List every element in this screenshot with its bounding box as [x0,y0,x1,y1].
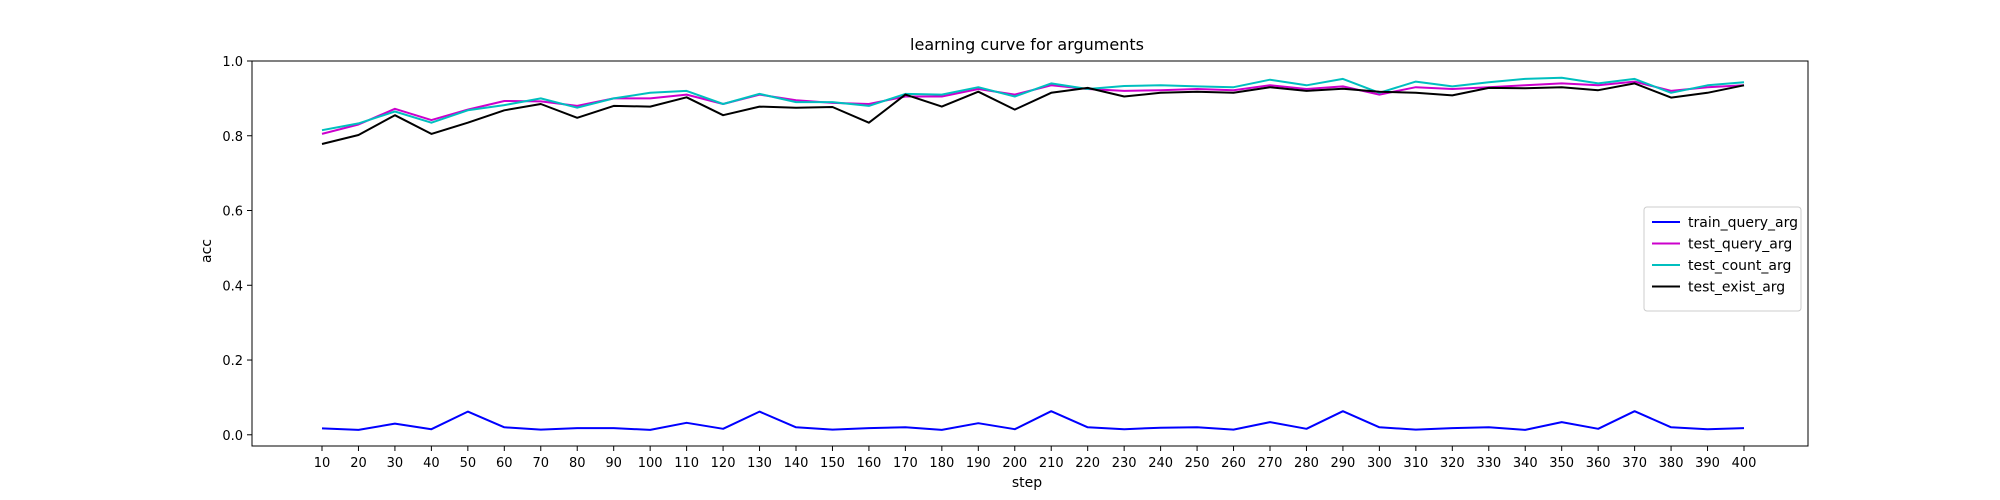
x-tick-label: 330 [1476,456,1501,471]
x-tick-label: 170 [893,456,918,471]
x-tick-label: 370 [1622,456,1647,471]
x-tick-label: 190 [966,456,991,471]
x-tick-label: 120 [711,456,736,471]
y-tick-label: 0.8 [222,130,243,145]
series-lines [321,76,1745,431]
y-axis-label: acc [199,239,215,263]
legend-label-test_exist_arg: test_exist_arg [1688,280,1785,296]
y-tick-label: 0.4 [222,279,243,294]
x-tick-label: 380 [1659,456,1684,471]
chart-title: learning curve for arguments [910,35,1144,54]
x-tick-label: 20 [350,456,367,471]
y-tick-label: 0.0 [222,429,243,444]
x-tick-label: 290 [1331,456,1356,471]
x-tick-label: 210 [1039,456,1064,471]
x-tick-label: 180 [929,456,954,471]
legend-label-train_query_arg: train_query_arg [1688,215,1798,231]
x-axis-label: step [1012,475,1042,491]
legend-box [1643,206,1802,312]
x-tick-label: 130 [747,456,772,471]
series-line-test_exist_arg [321,82,1745,145]
x-tick-label: 110 [674,456,699,471]
x-tick-label: 40 [423,456,440,471]
x-tick-label: 240 [1148,456,1173,471]
x-tick-label: 320 [1440,456,1465,471]
legend-label-test_count_arg: test_count_arg [1688,258,1791,274]
x-tick-label: 400 [1732,456,1757,471]
x-tick-label: 260 [1221,456,1246,471]
x-tick-label: 30 [387,456,404,471]
x-tick-label: 140 [784,456,809,471]
x-tick-label: 200 [1002,456,1027,471]
x-tick-label: 310 [1403,456,1428,471]
y-axis: 0.0 0.2 0.4 0.6 0.8 1.0 [222,55,252,444]
x-tick-label: 50 [460,456,477,471]
legend-label-test_query_arg: test_query_arg [1688,237,1792,253]
x-tick-label: 360 [1586,456,1611,471]
x-tick-label: 390 [1695,456,1720,471]
legend: train_query_arg test_query_arg test_count_… [1643,206,1802,312]
x-tick-label: 160 [857,456,882,471]
x-tick-label: 280 [1294,456,1319,471]
series-line-train_query_arg [321,410,1745,431]
x-tick-label: 70 [532,456,549,471]
x-tick-label: 250 [1185,456,1210,471]
y-tick-label: 1.0 [222,55,243,70]
x-tick-label: 60 [496,456,513,471]
x-tick-label: 340 [1513,456,1538,471]
series-line-test_count_arg [321,76,1745,132]
x-tick-label: 350 [1549,456,1574,471]
x-tick-label: 100 [638,456,663,471]
y-tick-label: 0.2 [222,354,243,369]
x-tick-label: 270 [1258,456,1283,471]
x-tick-label: 90 [605,456,622,471]
x-tick-label: 230 [1112,456,1137,471]
x-tick-label: 220 [1075,456,1100,471]
x-tick-label: 150 [820,456,845,471]
y-tick-label: 0.6 [222,205,243,220]
plot-area-frame [251,60,1809,447]
x-tick-label: 80 [569,456,586,471]
x-axis: 10 20 30 40 50 60 70 80 90 100 110 120 130 140 150 160 1… [314,446,1757,471]
x-tick-label: 300 [1367,456,1392,471]
x-tick-label: 10 [314,456,331,471]
